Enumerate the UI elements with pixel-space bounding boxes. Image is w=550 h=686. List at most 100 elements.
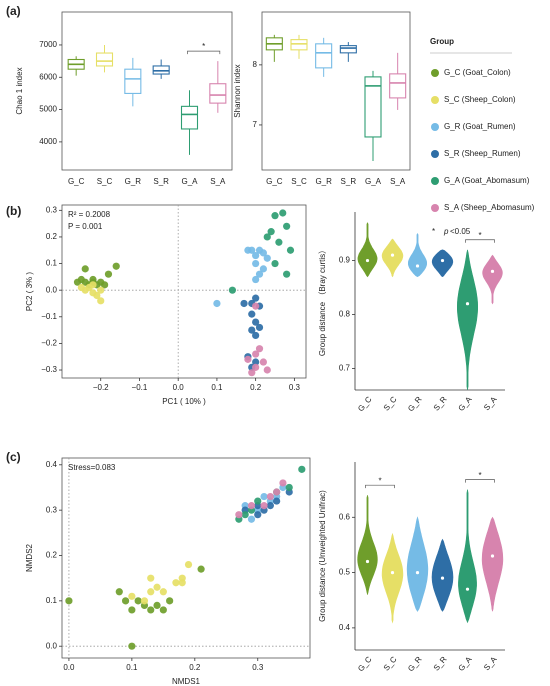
point	[240, 299, 248, 308]
x-tick-label: 0.1	[126, 663, 138, 672]
point	[128, 606, 136, 614]
significance-label: *	[478, 471, 481, 480]
point	[184, 560, 193, 569]
point	[178, 579, 186, 587]
median-dot	[415, 570, 420, 575]
point	[128, 642, 136, 650]
point	[252, 331, 260, 340]
box	[209, 83, 227, 104]
violin	[357, 222, 378, 278]
x-tick-label: S_A	[210, 177, 226, 186]
x-tick-label: 0.3	[289, 383, 301, 392]
box	[339, 45, 357, 54]
y-tick-label: −0.1	[41, 312, 57, 321]
median-dot	[415, 264, 420, 268]
x-tick-label: 0.1	[211, 383, 223, 392]
significance-label: *	[478, 231, 481, 240]
plot-frame	[61, 11, 233, 171]
annotation: R² = 0.2008	[68, 210, 111, 219]
point	[134, 597, 142, 605]
point	[255, 323, 264, 332]
x-tick-label: G_R	[125, 177, 142, 186]
point	[112, 262, 120, 270]
y-tick-label: 0.7	[339, 364, 351, 373]
point	[247, 502, 256, 510]
point	[104, 270, 113, 278]
x-tick-label: 0.3	[252, 663, 264, 672]
median-dot	[465, 587, 470, 591]
violin	[406, 516, 429, 612]
y-tick-label: −0.2	[41, 339, 57, 348]
legend-label: G_A (Goat_Abomasum)	[444, 176, 530, 185]
point	[275, 238, 283, 246]
point	[259, 265, 267, 273]
point	[228, 286, 237, 294]
point	[159, 606, 167, 614]
point	[260, 492, 268, 501]
point	[153, 583, 161, 591]
point	[271, 259, 279, 268]
point	[267, 228, 275, 236]
point	[283, 222, 291, 230]
y-tick-label: 0.6	[339, 512, 351, 521]
legend-swatch	[431, 69, 439, 77]
box	[152, 65, 170, 75]
x-axis-label: NMDS1	[172, 677, 201, 686]
y-tick-label: 0.1	[46, 596, 58, 605]
point	[241, 511, 249, 519]
y-tick-label: 5000	[39, 105, 57, 114]
legend-label: G_R (Goat_Rumen)	[444, 122, 516, 131]
point	[213, 299, 221, 308]
point	[89, 281, 97, 289]
significance-label: *	[378, 476, 381, 485]
violin	[457, 249, 478, 391]
point	[255, 270, 264, 278]
x-tick-label: S_C	[97, 177, 113, 186]
point	[252, 251, 260, 260]
median-dot	[440, 258, 445, 263]
plot-frame	[261, 11, 411, 171]
plot-frame	[61, 457, 311, 659]
y-axis-label: Group distance (Unweighted Unifrac)	[318, 490, 327, 622]
point	[166, 597, 174, 605]
point	[248, 310, 256, 318]
y-tick-label: 7000	[39, 40, 57, 49]
x-tick-label: 0.2	[189, 663, 201, 672]
panel-label: (a)	[6, 4, 21, 18]
x-tick-label: 0.2	[250, 383, 262, 392]
point	[263, 254, 271, 262]
x-tick-label: S_C	[291, 177, 307, 186]
median-dot	[390, 570, 395, 575]
point	[263, 233, 271, 241]
x-tick-label: −0.2	[93, 383, 109, 392]
legend-swatch	[431, 96, 439, 104]
point	[266, 492, 274, 501]
y-tick-label: 0.0	[46, 641, 58, 650]
y-tick-label: 0.9	[339, 256, 351, 265]
y-tick-label: 0.0	[46, 285, 58, 294]
violin	[357, 495, 378, 595]
annotation: P = 0.001	[68, 222, 103, 231]
x-tick-label: G_C	[356, 655, 374, 674]
point	[235, 511, 243, 519]
point	[244, 355, 252, 363]
significance-bracket	[187, 50, 221, 55]
x-tick-label: G_R	[315, 177, 332, 186]
x-tick-label: 0.0	[63, 663, 75, 672]
box	[124, 68, 142, 94]
violin	[431, 249, 454, 278]
point	[254, 497, 262, 505]
x-tick-label: S_R	[432, 395, 449, 413]
y-axis-label: Chao 1 index	[15, 67, 24, 114]
point	[252, 363, 260, 371]
y-tick-label: 0.2	[46, 232, 58, 241]
x-tick-label: G_C	[68, 177, 85, 186]
point	[255, 345, 264, 353]
point	[140, 597, 149, 605]
point	[93, 291, 101, 300]
point	[147, 574, 155, 582]
y-axis-label: Shannon index	[233, 64, 242, 117]
point	[285, 483, 293, 492]
box	[290, 39, 308, 51]
point	[128, 592, 136, 600]
